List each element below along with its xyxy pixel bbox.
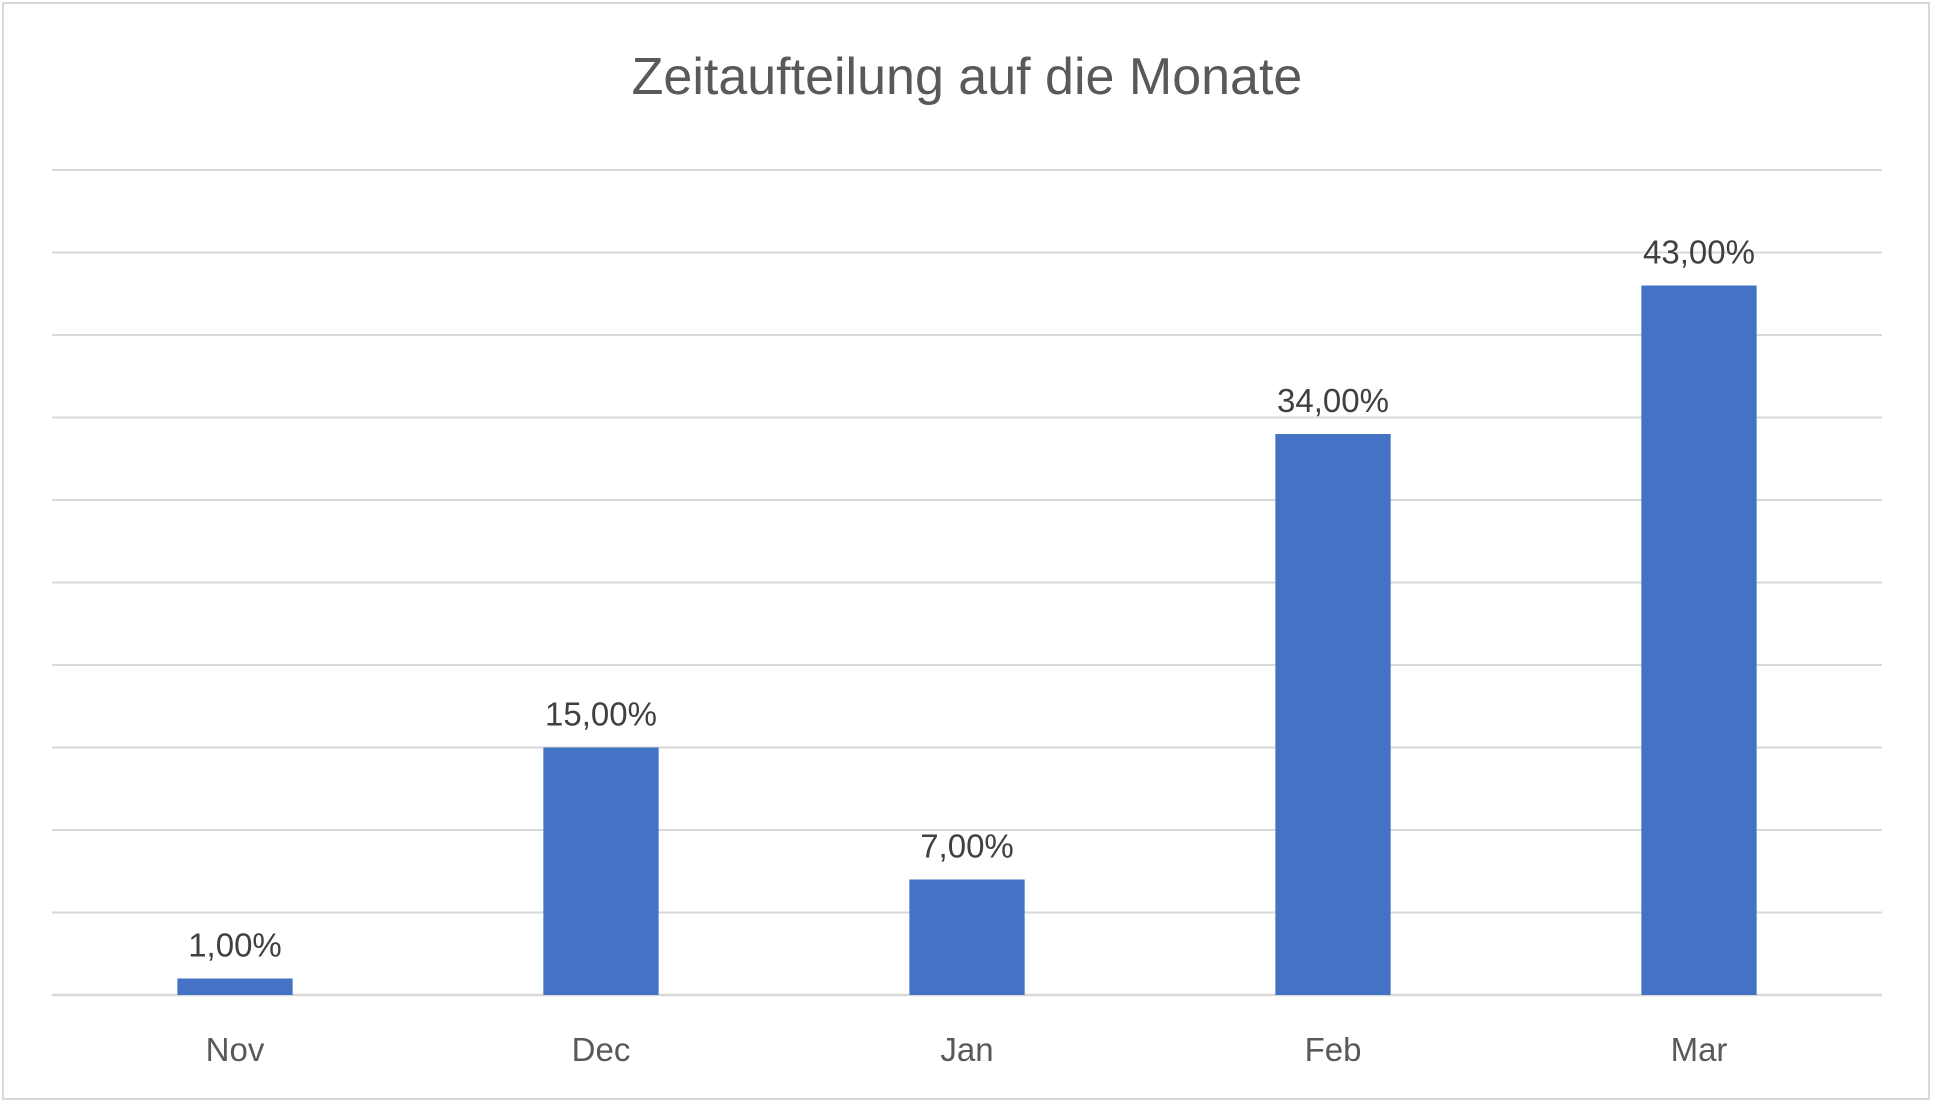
- bars: [177, 285, 1757, 995]
- data-label-jan: 7,00%: [920, 828, 1014, 865]
- x-axis-tick-labels: Nov Dec Jan Feb Mar: [206, 1031, 1728, 1068]
- bar-dec: [543, 747, 659, 995]
- gridlines: [52, 169, 1882, 997]
- x-tick-label-nov: Nov: [206, 1031, 265, 1068]
- x-tick-label-mar: Mar: [1671, 1031, 1728, 1068]
- x-tick-label-feb: Feb: [1305, 1031, 1362, 1068]
- data-label-feb: 34,00%: [1277, 382, 1389, 419]
- data-label-dec: 15,00%: [545, 696, 657, 733]
- chart-title: Zeitaufteilung auf die Monate: [632, 48, 1303, 106]
- bar-jan: [909, 879, 1025, 995]
- bar-mar: [1641, 285, 1757, 995]
- x-tick-label-jan: Jan: [940, 1031, 993, 1068]
- data-labels: 1,00% 15,00% 7,00% 34,00% 43,00%: [188, 234, 1755, 964]
- data-label-mar: 43,00%: [1643, 234, 1755, 271]
- bar-nov: [177, 978, 293, 995]
- bar-feb: [1275, 434, 1391, 995]
- x-tick-label-dec: Dec: [572, 1031, 631, 1068]
- data-label-nov: 1,00%: [188, 927, 282, 964]
